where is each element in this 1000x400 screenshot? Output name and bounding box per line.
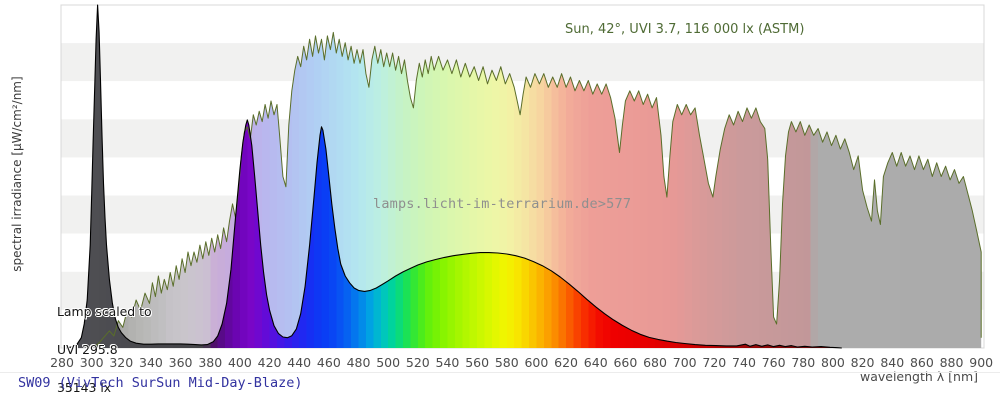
lamp-scale-line-2: UVI 295.8 xyxy=(57,341,118,357)
x-tick-label: 580 xyxy=(494,355,519,370)
x-tick-label: 900 xyxy=(969,355,994,370)
x-tick-label: 400 xyxy=(227,355,252,370)
x-tick-label: 560 xyxy=(465,355,490,370)
x-tick-label: 720 xyxy=(702,355,727,370)
x-tick-label: 340 xyxy=(139,355,163,370)
page-title: SW09 (VivTech SurSun Mid-Day-Blaze) xyxy=(18,375,303,391)
x-tick-label: 280 xyxy=(50,355,74,370)
x-tick-label: 660 xyxy=(613,355,638,370)
x-tick-label: 780 xyxy=(791,355,816,370)
x-tick-label: 860 xyxy=(909,355,934,370)
x-tick-label: 420 xyxy=(257,355,282,370)
x-tick-label: 680 xyxy=(643,355,667,370)
lamp-scale-annotation: Lamp scaled to UVI 295.8 35143 lx xyxy=(57,280,152,400)
x-tick-label: 760 xyxy=(761,355,786,370)
grid-stripe xyxy=(61,43,984,82)
x-tick-label: 640 xyxy=(583,355,608,370)
x-tick-label: 540 xyxy=(435,355,460,370)
x-tick-label: 700 xyxy=(672,355,697,370)
x-tick-label: 880 xyxy=(939,355,964,370)
x-tick-label: 360 xyxy=(168,355,193,370)
x-tick-label: 620 xyxy=(554,355,578,370)
x-tick-label: 800 xyxy=(821,355,845,370)
x-tick-label: 600 xyxy=(524,355,549,370)
lamp-scale-line-3: 35143 lx xyxy=(57,380,112,396)
lamp-scale-line-1: Lamp scaled to xyxy=(57,303,152,319)
x-tick-label: 500 xyxy=(376,355,401,370)
bottom-divider xyxy=(0,372,1000,373)
x-tick-label: 300 xyxy=(79,355,104,370)
sun-spectrum-line xyxy=(91,31,982,348)
x-tick-label: 440 xyxy=(287,355,312,370)
x-tick-label: 740 xyxy=(732,355,756,370)
x-tick-label: 840 xyxy=(880,355,905,370)
lamp-spectrum-area xyxy=(65,5,842,348)
y-axis-label: spectral irradiance [µW/cm²/nm] xyxy=(10,76,24,272)
x-tick-label: 820 xyxy=(850,355,875,370)
lamp-spectrum-line xyxy=(64,4,842,349)
sun-reference-label: Sun, 42°, UVI 3.7, 116 000 lx (ASTM) xyxy=(565,22,805,37)
x-tick-label: 520 xyxy=(405,355,430,370)
grid-stripe xyxy=(61,5,984,44)
watermark: lamps.licht-im-terrarium.de>577 xyxy=(373,196,632,212)
x-tick-label: 460 xyxy=(316,355,341,370)
x-tick-label: 380 xyxy=(198,355,223,370)
x-tick-label: 480 xyxy=(346,355,371,370)
x-tick-label: 320 xyxy=(109,355,134,370)
